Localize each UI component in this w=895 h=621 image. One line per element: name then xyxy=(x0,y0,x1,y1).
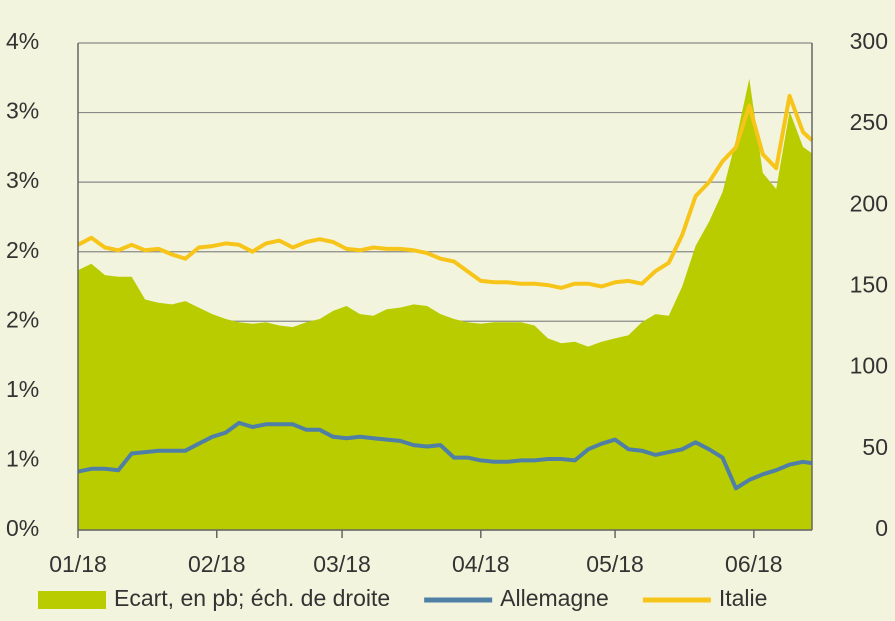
x-tick-label: 04/18 xyxy=(452,551,510,577)
y-tick-label: 0% xyxy=(6,515,39,541)
y-tick-label: 3% xyxy=(6,167,39,193)
y2-tick-label: 250 xyxy=(850,109,888,135)
y-tick-label: 2% xyxy=(6,306,39,332)
area xyxy=(78,78,812,530)
legend-swatch xyxy=(38,591,106,609)
x-tick-label: 05/18 xyxy=(586,551,644,577)
y2-tick-label: 150 xyxy=(850,272,888,298)
y2-tick-label: 0 xyxy=(875,515,888,541)
legend-label: Allemagne xyxy=(500,585,609,611)
x-tick-label: 02/18 xyxy=(188,551,246,577)
line xyxy=(77,93,814,290)
x-tick-label: 01/18 xyxy=(49,551,107,577)
y-tick-label: 1% xyxy=(6,376,39,402)
legend-label: Ecart, en pb; éch. de droite xyxy=(114,585,390,611)
y2-tick-label: 100 xyxy=(850,353,888,379)
y2-tick-label: 300 xyxy=(850,28,888,54)
y-tick-label: 1% xyxy=(6,446,39,472)
y-tick-label: 2% xyxy=(6,237,39,263)
y2-tick-label: 50 xyxy=(862,434,888,460)
y2-tick-label: 200 xyxy=(850,190,888,216)
y-tick-label: 4% xyxy=(6,28,39,54)
x-tick-label: 06/18 xyxy=(725,551,783,577)
x-tick-label: 03/18 xyxy=(313,551,371,577)
line xyxy=(77,420,813,491)
y-tick-label: 3% xyxy=(6,98,39,124)
legend-label: Italie xyxy=(719,585,768,611)
